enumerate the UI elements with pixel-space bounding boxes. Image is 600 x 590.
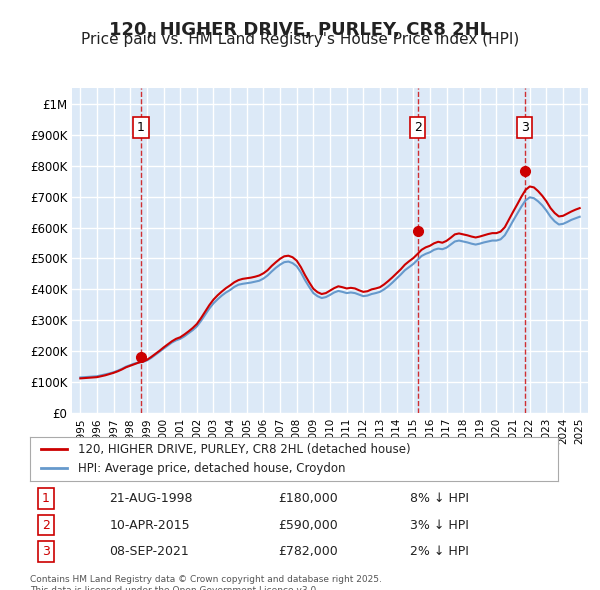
Text: Contains HM Land Registry data © Crown copyright and database right 2025.
This d: Contains HM Land Registry data © Crown c… bbox=[30, 575, 382, 590]
Text: 2% ↓ HPI: 2% ↓ HPI bbox=[410, 545, 469, 558]
Text: Price paid vs. HM Land Registry's House Price Index (HPI): Price paid vs. HM Land Registry's House … bbox=[81, 32, 519, 47]
Text: 3: 3 bbox=[42, 545, 50, 558]
Text: HPI: Average price, detached house, Croydon: HPI: Average price, detached house, Croy… bbox=[77, 462, 345, 475]
Text: £180,000: £180,000 bbox=[278, 492, 338, 505]
Text: 1: 1 bbox=[137, 121, 145, 134]
Text: 08-SEP-2021: 08-SEP-2021 bbox=[109, 545, 189, 558]
Text: 10-APR-2015: 10-APR-2015 bbox=[109, 519, 190, 532]
Text: 1: 1 bbox=[42, 492, 50, 505]
Text: 21-AUG-1998: 21-AUG-1998 bbox=[109, 492, 193, 505]
Text: 8% ↓ HPI: 8% ↓ HPI bbox=[410, 492, 469, 505]
Text: 2: 2 bbox=[42, 519, 50, 532]
Text: 120, HIGHER DRIVE, PURLEY, CR8 2HL (detached house): 120, HIGHER DRIVE, PURLEY, CR8 2HL (deta… bbox=[77, 443, 410, 457]
Text: 3% ↓ HPI: 3% ↓ HPI bbox=[410, 519, 469, 532]
Text: £782,000: £782,000 bbox=[278, 545, 338, 558]
Text: 2: 2 bbox=[414, 121, 422, 134]
Text: 120, HIGHER DRIVE, PURLEY, CR8 2HL: 120, HIGHER DRIVE, PURLEY, CR8 2HL bbox=[109, 21, 491, 39]
Text: 3: 3 bbox=[521, 121, 529, 134]
Text: £590,000: £590,000 bbox=[278, 519, 338, 532]
